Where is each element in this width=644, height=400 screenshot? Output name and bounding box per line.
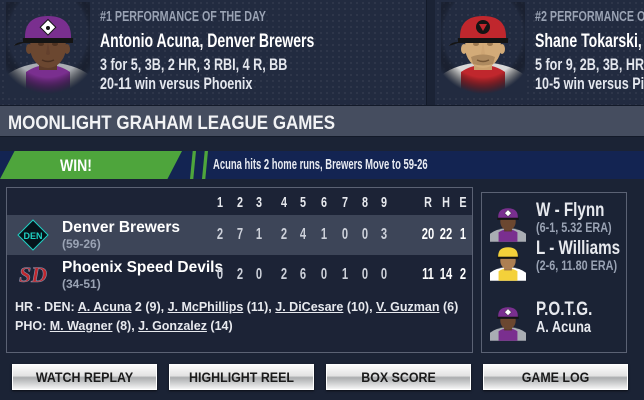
svg-text:SD: SD	[19, 262, 47, 287]
svg-text:DEN: DEN	[23, 231, 42, 241]
